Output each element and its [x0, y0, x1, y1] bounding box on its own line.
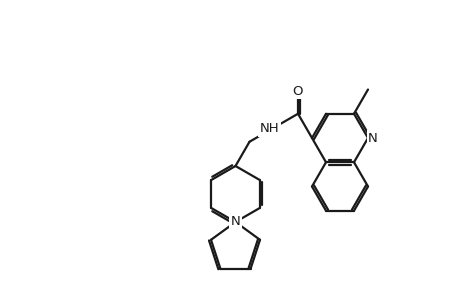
Text: O: O: [292, 85, 302, 98]
Text: N: N: [367, 131, 377, 145]
Text: NH: NH: [259, 122, 279, 135]
Text: N: N: [230, 215, 240, 229]
